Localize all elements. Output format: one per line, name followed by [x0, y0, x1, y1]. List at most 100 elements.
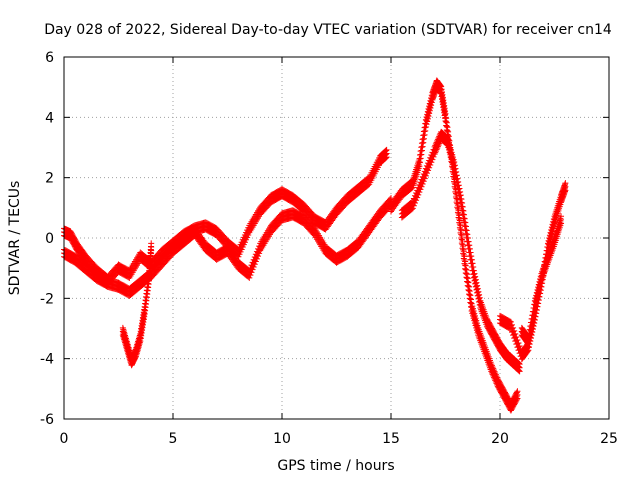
- data-point: [461, 253, 468, 260]
- data-point: [456, 217, 463, 224]
- data-point: [462, 258, 469, 265]
- x-tick-label: 0: [60, 431, 69, 447]
- data-point: [466, 288, 473, 295]
- data-point: [460, 243, 467, 250]
- series-recovery-lower: [518, 213, 565, 348]
- data-point: [468, 256, 475, 263]
- data-point: [443, 115, 450, 122]
- data-point: [463, 266, 470, 273]
- data-point: [457, 192, 464, 199]
- data-point: [467, 292, 474, 299]
- y-tick-label: -2: [40, 291, 54, 307]
- data-point: [468, 296, 475, 303]
- data-point: [475, 288, 482, 295]
- data-point: [462, 223, 469, 230]
- data-point: [454, 196, 461, 203]
- data-point: [453, 172, 460, 179]
- data-point: [508, 321, 515, 328]
- data-point: [464, 235, 471, 241]
- data-point: [468, 253, 475, 260]
- data-point: [461, 215, 468, 222]
- data-point: [464, 231, 471, 238]
- data-point: [474, 282, 481, 289]
- chart-title: Day 028 of 2022, Sidereal Day-to-day VTE…: [44, 22, 612, 38]
- data-point: [459, 200, 466, 207]
- y-tick-label: 2: [45, 171, 54, 187]
- data-point: [510, 324, 517, 331]
- x-tick-labels: 0 5 10 15 20 25: [60, 431, 618, 447]
- data-point: [443, 133, 450, 140]
- series-recovery: [497, 180, 569, 363]
- data-point: [382, 147, 389, 154]
- data-point: [310, 224, 317, 231]
- data-point: [442, 110, 449, 117]
- data-point: [467, 249, 474, 256]
- data-point: [472, 273, 479, 280]
- data-point: [514, 336, 521, 343]
- data-point: [456, 212, 463, 219]
- data-point: [148, 240, 155, 247]
- data-point: [462, 219, 469, 226]
- data-point: [451, 158, 458, 165]
- data-point: [466, 242, 473, 249]
- data-point: [444, 134, 451, 141]
- data-point: [558, 213, 565, 220]
- data-point: [455, 182, 462, 189]
- data-point: [515, 339, 522, 346]
- grid-layer: [64, 57, 609, 419]
- data-point: [460, 248, 467, 255]
- plot-frame: [63, 56, 610, 420]
- data-point: [466, 245, 473, 252]
- x-tick-label: 10: [273, 431, 291, 447]
- data-point: [507, 318, 514, 325]
- data-point: [464, 275, 471, 282]
- data-point: [454, 202, 461, 209]
- data-point: [471, 270, 478, 277]
- data-point: [469, 260, 476, 267]
- data-point: [562, 180, 569, 187]
- x-tick-label: 5: [169, 431, 178, 447]
- data-point: [460, 207, 467, 214]
- data-point: [462, 262, 469, 269]
- data-point: [461, 211, 468, 218]
- data-point: [454, 175, 461, 182]
- data-point: [511, 327, 518, 334]
- data-point: [466, 283, 473, 290]
- data-point: [459, 203, 466, 210]
- series-track-a: [61, 146, 390, 287]
- data-point: [516, 361, 523, 368]
- data-point: [512, 330, 519, 337]
- data-point: [455, 178, 462, 185]
- data-point: [506, 318, 513, 325]
- y-tick-labels: -6 -4 -2 0 2 4 6: [40, 50, 54, 428]
- data-point: [463, 227, 470, 234]
- y-tick-label: -4: [40, 352, 54, 368]
- data-point: [458, 227, 465, 234]
- data-point: [465, 238, 472, 245]
- data-point: [464, 271, 471, 278]
- y-tick-label: 0: [45, 231, 54, 247]
- x-tick-label: 15: [382, 431, 400, 447]
- data-point: [458, 232, 465, 239]
- data-point: [465, 279, 472, 286]
- data-point: [472, 276, 479, 283]
- data-points: [61, 77, 569, 414]
- series-dip-near-3h: [119, 240, 155, 369]
- x-tick-label: 25: [600, 431, 618, 447]
- data-point: [513, 333, 520, 340]
- data-point: [470, 267, 477, 274]
- data-point: [514, 388, 521, 395]
- data-point: [476, 294, 483, 301]
- data-point: [453, 168, 460, 175]
- data-point: [474, 285, 481, 292]
- data-point: [459, 238, 466, 245]
- y-tick-label: 4: [45, 110, 54, 126]
- y-tick-label: -6: [40, 412, 54, 428]
- y-tick-label: 6: [45, 50, 54, 66]
- data-point: [383, 146, 390, 153]
- data-point: [451, 162, 458, 169]
- data-point: [470, 263, 477, 270]
- x-tick-label: 20: [491, 431, 509, 447]
- data-point: [456, 185, 463, 192]
- data-point: [452, 165, 459, 172]
